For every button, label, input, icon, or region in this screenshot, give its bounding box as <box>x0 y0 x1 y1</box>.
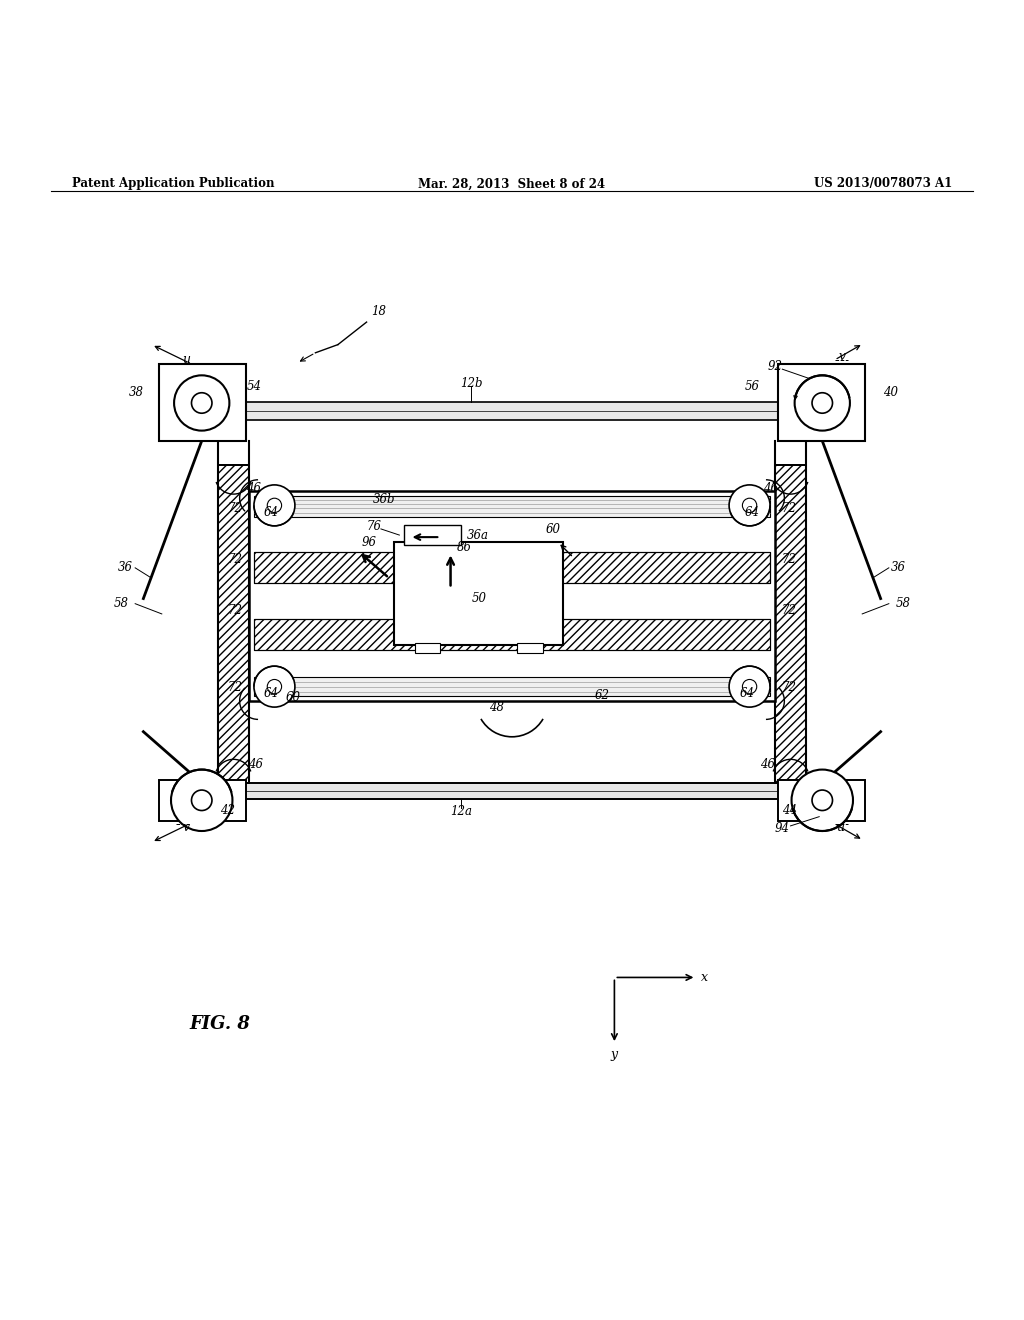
Text: 64: 64 <box>745 506 760 519</box>
Bar <box>254 553 770 583</box>
Circle shape <box>742 498 757 512</box>
Text: 60: 60 <box>546 524 560 536</box>
Bar <box>775 466 806 783</box>
Text: Mar. 28, 2013  Sheet 8 of 24: Mar. 28, 2013 Sheet 8 of 24 <box>419 177 605 190</box>
Text: 12b: 12b <box>460 378 482 389</box>
Text: 46: 46 <box>761 758 775 771</box>
Text: 72: 72 <box>781 681 797 694</box>
Circle shape <box>795 375 850 430</box>
Text: 62: 62 <box>595 689 609 702</box>
Bar <box>179 783 845 800</box>
Text: 48: 48 <box>489 701 504 714</box>
Circle shape <box>812 393 833 413</box>
Text: 36b: 36b <box>373 492 395 506</box>
Text: 76: 76 <box>367 520 381 533</box>
Text: 40: 40 <box>883 387 898 399</box>
Text: 86: 86 <box>457 541 471 554</box>
Bar <box>218 466 249 783</box>
Text: x: x <box>701 972 708 983</box>
Text: 36: 36 <box>118 561 132 574</box>
Text: 64: 64 <box>740 688 755 701</box>
Text: 18: 18 <box>372 305 386 318</box>
Text: 58: 58 <box>896 597 910 610</box>
Circle shape <box>174 375 229 430</box>
Bar <box>254 619 770 649</box>
Circle shape <box>729 484 770 525</box>
Text: 46: 46 <box>247 483 261 495</box>
Text: 50: 50 <box>472 593 486 605</box>
Bar <box>254 553 770 583</box>
Text: 96: 96 <box>361 536 376 549</box>
Text: 72: 72 <box>227 502 243 515</box>
Circle shape <box>729 667 770 708</box>
Circle shape <box>792 770 853 832</box>
Text: v: v <box>183 821 189 834</box>
Text: 64: 64 <box>264 506 279 519</box>
Text: v: v <box>839 350 845 363</box>
Bar <box>517 643 543 653</box>
Text: 36: 36 <box>891 561 905 574</box>
Circle shape <box>254 484 295 525</box>
Text: 46: 46 <box>763 483 777 495</box>
Text: 92: 92 <box>768 359 782 372</box>
Text: 72: 72 <box>227 681 243 694</box>
Bar <box>254 619 770 649</box>
Text: FIG. 8: FIG. 8 <box>189 1015 251 1032</box>
Text: 44: 44 <box>782 804 798 817</box>
Text: 38: 38 <box>128 387 143 399</box>
Bar <box>415 643 440 653</box>
Text: 36a: 36a <box>467 528 489 541</box>
Bar <box>254 677 770 696</box>
Bar <box>159 780 246 821</box>
Text: 42: 42 <box>220 804 234 817</box>
Text: u: u <box>836 821 844 834</box>
Bar <box>404 525 461 545</box>
Text: 64: 64 <box>264 688 279 701</box>
Circle shape <box>742 680 757 694</box>
Circle shape <box>812 791 833 810</box>
Text: u: u <box>182 354 190 367</box>
Circle shape <box>191 393 212 413</box>
Circle shape <box>171 770 232 832</box>
Text: 72: 72 <box>781 502 797 515</box>
Text: 72: 72 <box>227 553 243 566</box>
Text: 58: 58 <box>114 597 128 610</box>
Circle shape <box>267 680 282 694</box>
Bar <box>218 466 249 783</box>
Text: 12a: 12a <box>450 805 472 818</box>
Text: 46: 46 <box>249 758 263 771</box>
Text: 72: 72 <box>227 605 243 618</box>
Text: 54: 54 <box>247 380 261 393</box>
Text: 94: 94 <box>775 822 790 836</box>
Text: Patent Application Publication: Patent Application Publication <box>72 177 274 190</box>
Text: 56: 56 <box>745 380 760 393</box>
Text: 60: 60 <box>286 692 300 705</box>
Bar <box>218 403 806 420</box>
Bar <box>159 364 246 441</box>
Text: 72: 72 <box>781 553 797 566</box>
Text: y: y <box>611 1048 617 1061</box>
Bar <box>254 496 770 516</box>
Bar <box>778 780 865 821</box>
Bar <box>775 466 806 783</box>
Circle shape <box>267 498 282 512</box>
Bar <box>778 364 865 441</box>
Bar <box>249 491 775 701</box>
Text: US 2013/0078073 A1: US 2013/0078073 A1 <box>814 177 952 190</box>
Bar <box>394 543 563 644</box>
Circle shape <box>254 667 295 708</box>
Circle shape <box>191 791 212 810</box>
Text: 72: 72 <box>781 605 797 618</box>
